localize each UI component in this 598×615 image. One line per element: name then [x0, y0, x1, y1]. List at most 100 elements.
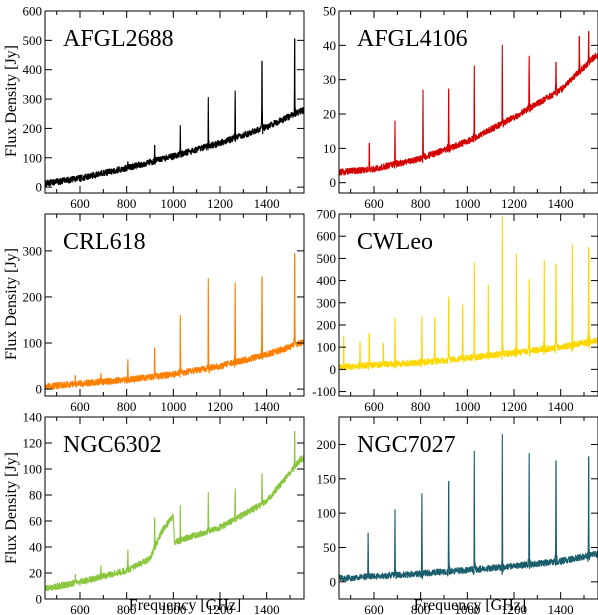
y-tick-label: 140	[23, 410, 43, 425]
y-tick-label: 300	[23, 243, 43, 258]
panel-2: 600 800 1000 1200 1400 0 100 200 300 CRL618	[23, 213, 305, 414]
x-tick-label: 1400	[254, 399, 280, 414]
y-tick-label: 60	[29, 514, 42, 529]
panel-title: NGC6302	[63, 432, 162, 458]
panel-1: 600 800 1000 1200 1400 0 10 20 30 40 50 AFGL4106	[323, 4, 598, 211]
panel-title: AFGL4106	[357, 26, 468, 52]
y-tick-label: 40	[29, 540, 42, 555]
y-tick-label: 80	[29, 488, 42, 503]
panel-title: CRL618	[63, 229, 146, 255]
spectrum-clip-group	[45, 430, 304, 592]
y-tick-label: 20	[29, 566, 42, 581]
y-tick-label: 200	[23, 121, 43, 136]
x-axis-label-right: Frequency [GHz]	[414, 597, 526, 614]
x-tick-label: 600	[364, 399, 384, 414]
x-axis-label-left: Frequency [GHz]	[129, 597, 241, 614]
y-tick-label: 300	[23, 92, 43, 107]
y-tick-label: 40	[323, 38, 336, 53]
y-tick-label: 50	[323, 540, 336, 555]
panels: 600 800 1000 1200 14000100200300400500600AFG…	[23, 4, 598, 615]
spectrum-clip-group	[45, 38, 304, 187]
spectrum-clip-group	[339, 31, 598, 176]
y-tick-label: 300	[317, 295, 337, 310]
x-tick-label: 800	[117, 399, 137, 414]
y-axis-label-middle: Flux Density [Jy]	[3, 248, 20, 360]
y-tick-label: 100	[23, 150, 43, 165]
x-tick-label: 1200	[207, 196, 233, 211]
y-tick-label: 0	[330, 175, 337, 190]
y-tick-label: 600	[317, 229, 337, 244]
plot-frame	[338, 416, 598, 600]
y-axis-label-top: Flux Density [Jy]	[3, 45, 20, 157]
x-tick-label: 1000	[160, 602, 186, 615]
y-tick-label: 500	[317, 251, 337, 266]
y-tick-label: 100	[23, 336, 43, 351]
x-tick-label: 1400	[548, 196, 574, 211]
spectrum-clip-group	[339, 215, 598, 371]
x-tick-label: 1000	[160, 196, 186, 211]
y-tick-label: 30	[323, 72, 336, 87]
x-tick-label: 1200	[501, 602, 527, 615]
panel-0: 600 800 1000 1200 1400 0 100 200 300 400 500 600 AFG…	[23, 4, 305, 211]
y-tick-label: 200	[317, 317, 337, 332]
plot-frame	[44, 416, 305, 600]
y-tick-label: 100	[317, 506, 337, 521]
y-tick-label: 0	[36, 180, 43, 195]
y-tick-label: 0	[36, 592, 43, 607]
spectrum-clip-group	[45, 253, 304, 390]
x-tick-label: 1400	[548, 602, 574, 615]
y-tick-label: 200	[317, 437, 337, 452]
x-tick-label: 800	[117, 602, 137, 615]
y-tick-label: 120	[23, 436, 43, 451]
x-tick-label: 800	[411, 602, 431, 615]
panel-title: AFGL2688	[63, 26, 174, 52]
x-tick-label: 1000	[454, 399, 480, 414]
y-tick-label: 0	[36, 382, 43, 397]
x-tick-label: 1200	[501, 196, 527, 211]
y-tick-label: 200	[23, 289, 43, 304]
spectrum-clip-group	[339, 433, 598, 582]
y-tick-label: 700	[317, 207, 337, 222]
spectrum-line	[339, 433, 598, 582]
y-tick-label: 50	[323, 4, 336, 19]
x-tick-label: 600	[364, 196, 384, 211]
x-tick-label: 1400	[254, 196, 280, 211]
x-tick-label: 1200	[501, 399, 527, 414]
x-tick-label: 1200	[207, 399, 233, 414]
x-tick-label: 1000	[160, 399, 186, 414]
plot-frame	[338, 213, 598, 397]
panel-title: CWLeo	[357, 229, 433, 255]
y-tick-label: 100	[317, 340, 337, 355]
spectrum-line	[339, 31, 598, 176]
panel-5: 600 800 1000 1200 1400 0 50 100 150 200 NGC7027	[317, 416, 598, 615]
spectrum-line	[45, 38, 304, 187]
x-tick-label: 1000	[454, 602, 480, 615]
spectrum-line	[45, 253, 304, 390]
x-tick-label: 1400	[548, 399, 574, 414]
y-tick-label: 400	[317, 273, 337, 288]
y-axis-label-bottom: Flux Density [Jy]	[3, 452, 20, 564]
y-tick-label: 600	[23, 4, 43, 19]
x-tick-label: 600	[364, 602, 384, 615]
y-tick-label: -100	[312, 384, 336, 399]
x-tick-label: 600	[70, 602, 90, 615]
x-tick-label: 800	[117, 196, 137, 211]
spectrum-line	[45, 430, 304, 592]
y-tick-label: 0	[330, 574, 337, 589]
y-tick-label: 500	[23, 33, 43, 48]
spectrum-line	[339, 215, 598, 371]
y-tick-label: 10	[323, 141, 336, 156]
y-tick-label: 400	[23, 62, 43, 77]
panel-title: NGC7027	[357, 432, 456, 458]
plot-frame	[44, 10, 305, 194]
x-tick-label: 1400	[254, 602, 280, 615]
x-tick-label: 600	[70, 399, 90, 414]
y-tick-label: 20	[323, 107, 336, 122]
panel-4: 600 800 1000 1200 1400 0 20 40 60 80 100 120 140 NGC6…	[23, 410, 305, 615]
plot-frame	[44, 213, 305, 397]
y-tick-label: 100	[23, 462, 43, 477]
x-tick-label: 800	[411, 196, 431, 211]
y-tick-label: 0	[330, 362, 337, 377]
x-tick-label: 1200	[207, 602, 233, 615]
